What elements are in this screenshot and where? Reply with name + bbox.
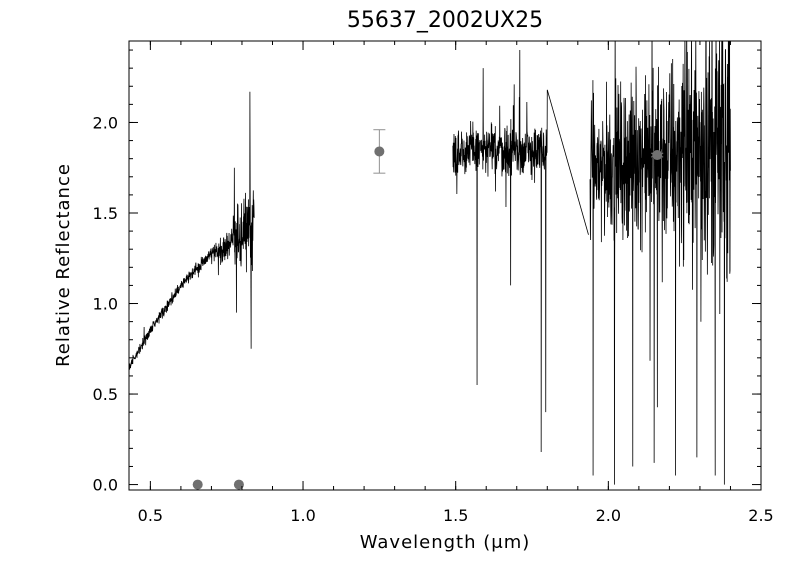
spectrum-series [129, 41, 731, 485]
plot-frame [128, 40, 762, 491]
photometry-series [192, 129, 664, 490]
y-tick-label: 1.0 [93, 295, 118, 314]
x-tick-label: 1.5 [443, 506, 468, 525]
x-tick-label: 2.5 [748, 506, 773, 525]
photometry-point [233, 479, 244, 490]
plot-area [129, 41, 731, 490]
spectrum-segment-2 [452, 50, 548, 452]
y-tick-label: 0.5 [93, 385, 118, 404]
photometry-point [192, 479, 203, 490]
x-tick-label: 1.0 [290, 506, 315, 525]
chart-title: 55637_2002UX25 [347, 8, 543, 33]
y-tick-label: 1.5 [93, 204, 118, 223]
spectrum-gap-connector [546, 89, 589, 235]
photometry-point [652, 150, 663, 161]
x-axis: 0.5 1.0 1.5 2.0 2.5 [138, 41, 774, 525]
photometry-point [374, 146, 385, 157]
y-axis: 0.0 0.5 1.0 1.5 2.0 [93, 49, 761, 495]
y-tick-label: 0.0 [93, 476, 118, 495]
x-tick-label: 0.5 [138, 506, 163, 525]
spectrum-segment-1 [129, 91, 255, 370]
x-axis-label: Wavelength (μm) [360, 532, 531, 553]
spectrum-segment-3 [589, 41, 731, 485]
x-tick-label: 2.0 [596, 506, 621, 525]
y-axis-label: Relative Reflectance [53, 163, 74, 367]
y-tick-label: 2.0 [93, 113, 118, 132]
